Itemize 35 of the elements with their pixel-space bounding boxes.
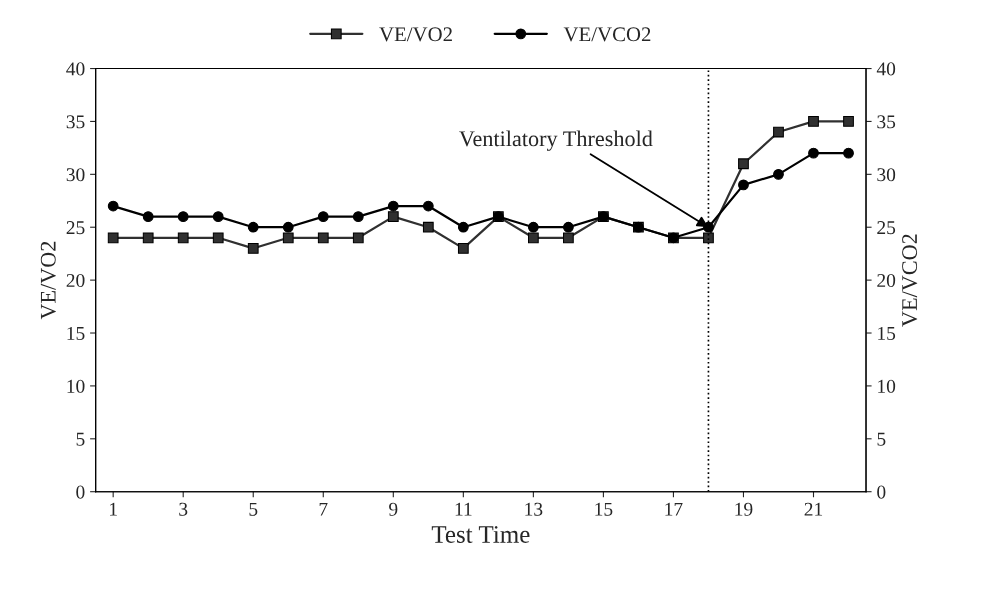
y2-tick-label: 30 bbox=[877, 168, 896, 182]
legend-label: VE/VCO2 bbox=[563, 27, 651, 42]
x-tick-label: 1 bbox=[110, 502, 117, 516]
x-tick-label: 17 bbox=[665, 502, 683, 516]
x-axis-title: Test Time bbox=[431, 526, 530, 543]
x-tick-label: 15 bbox=[595, 502, 613, 516]
y2-tick-label: 25 bbox=[877, 221, 896, 235]
y-axis-title: VE/VO2 bbox=[40, 241, 56, 320]
x-tick-label: 21 bbox=[804, 502, 823, 516]
y2-tick-label: 5 bbox=[877, 432, 886, 446]
x-tick-label: 3 bbox=[179, 502, 188, 516]
y2-tick-label: 10 bbox=[878, 379, 896, 393]
x-tick-label: 19 bbox=[735, 502, 753, 516]
y-tick-label: 40 bbox=[66, 62, 85, 76]
y2-tick-label: 15 bbox=[878, 326, 896, 340]
y-tick-label: 20 bbox=[66, 273, 85, 288]
x-tick-label: 7 bbox=[319, 502, 328, 516]
x-tick-label: 13 bbox=[525, 502, 543, 516]
y2-tick-label: 40 bbox=[876, 62, 896, 76]
y-tick-label: 30 bbox=[66, 168, 85, 182]
y-tick-label: 35 bbox=[66, 115, 85, 129]
legend-label: VE/VO2 bbox=[379, 27, 452, 42]
y-tick-label: 10 bbox=[67, 379, 85, 393]
x-tick-label: 11 bbox=[455, 502, 472, 516]
y-tick-label: 15 bbox=[67, 326, 85, 340]
y2-tick-label: 0 bbox=[877, 485, 886, 499]
y-tick-label: 5 bbox=[76, 432, 85, 446]
y2-tick-label: 20 bbox=[877, 273, 896, 288]
annotation: Ventilatory Threshold bbox=[459, 130, 653, 151]
y2-tick-label: 35 bbox=[877, 115, 896, 129]
x-tick-label: 9 bbox=[389, 502, 398, 516]
x-tick-label: 5 bbox=[249, 502, 258, 516]
y-tick-label: 0 bbox=[76, 485, 85, 499]
y-tick-label: 25 bbox=[66, 221, 85, 235]
y2-axis-title: VE/VCO2 bbox=[902, 234, 918, 327]
